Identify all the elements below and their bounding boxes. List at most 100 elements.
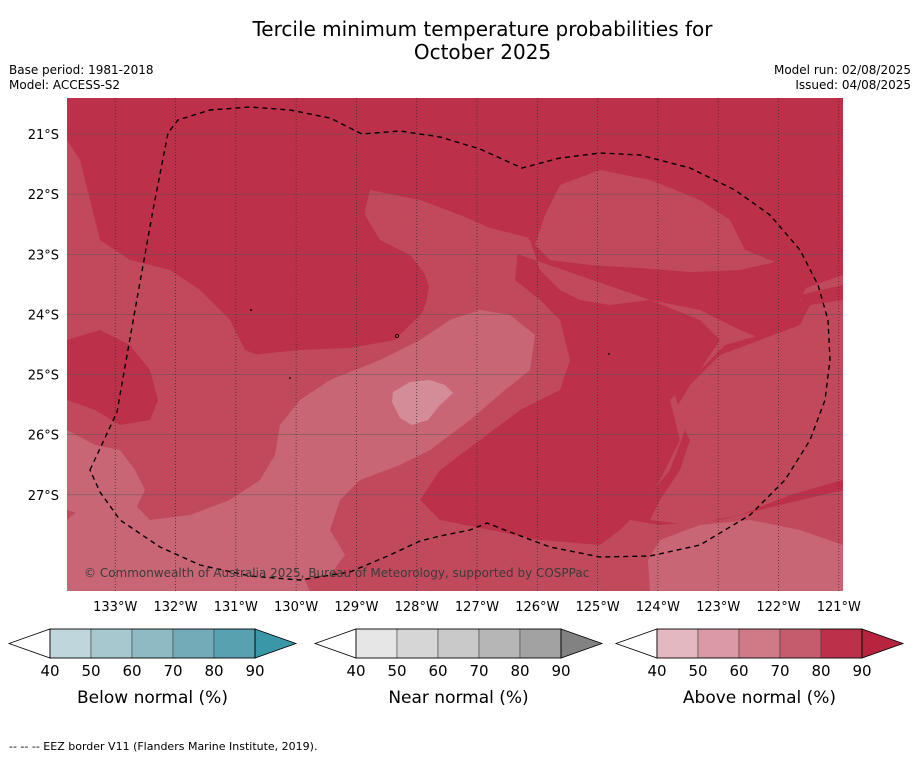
colorbar-tick-label: 50: [387, 662, 406, 680]
colorbar-segment: [738, 628, 781, 659]
colorbar-tick-label: 40: [346, 662, 365, 680]
colorbar-over-triangle: [560, 628, 604, 659]
colorbar-tick-label: 90: [245, 662, 264, 680]
island-marker: [394, 333, 399, 338]
model-run-date: Model run: 02/08/2025: [773, 63, 911, 77]
colorbar-tick-label: 70: [770, 662, 789, 680]
colorbar-segment: [90, 628, 133, 659]
field-80-90-main: [67, 98, 843, 360]
run-info: Model run: 02/08/2025 Issued: 04/08/2025: [774, 63, 911, 93]
longitude-tick-label: 132°W: [153, 600, 197, 615]
map-title: Tercile minimum temperature probabilitie…: [0, 18, 919, 64]
colorbar-tick-label: 60: [428, 662, 447, 680]
field-70-80-east: [650, 300, 843, 525]
colorbar-tick-label: 90: [852, 662, 871, 680]
colorbar-tick-label: 80: [811, 662, 830, 680]
field-60-70-southwest: [67, 500, 310, 591]
field-60-70-west: [67, 430, 145, 520]
island-marker: [250, 309, 252, 311]
latitude-tick-label: 23°S: [28, 248, 59, 263]
longitude-tick-label: 125°W: [576, 600, 620, 615]
colorbar-tick-label: 60: [122, 662, 141, 680]
latitude-tick-label: 24°S: [28, 308, 59, 323]
colorbar-tick-label: 50: [81, 662, 100, 680]
footnote: -- -- -- EEZ border V11 (Flanders Marine…: [9, 740, 318, 753]
field-80-90-west: [67, 330, 158, 425]
colorbar-tick-label: 40: [40, 662, 59, 680]
base-period: Base period: 1981-2018: [9, 63, 154, 77]
title-line-2: October 2025: [413, 40, 552, 64]
colorbar-segment: [656, 628, 699, 659]
issued-date: Issued: 04/08/2025: [795, 78, 911, 92]
field-50-60-patch: [392, 380, 453, 425]
longitude-tick-label: 129°W: [334, 600, 378, 615]
longitude-tick-label: 124°W: [636, 600, 680, 615]
colorbar-tick-label: 80: [510, 662, 529, 680]
longitude-tick-label: 128°W: [395, 600, 439, 615]
latitude-tick-label: 21°S: [28, 128, 59, 143]
colorbar-frame: [355, 628, 562, 659]
longitude-labels: 133°W 132°W 131°W 130°W 129°W 128°W 127°W 126°W…: [93, 600, 861, 615]
colorbar-title: Near normal (%): [388, 688, 528, 708]
latitude-tick-label: 27°S: [28, 489, 59, 504]
colorbar-tick-label: 90: [551, 662, 570, 680]
colorbar-above-normal: 40 50 60 70 80 90 Above normal (%): [614, 628, 905, 708]
colorbar-segment: [519, 628, 562, 659]
colorbar-over-triangle: [254, 628, 298, 659]
colorbar-segment: [49, 628, 92, 659]
probability-field: [67, 98, 843, 591]
colorbar-segment: [478, 628, 521, 659]
colorbar-under-triangle: [614, 628, 658, 659]
colorbar-title: Above normal (%): [683, 688, 836, 708]
field-70-80-northeast: [535, 170, 775, 272]
colorbar-tick-label: 70: [469, 662, 488, 680]
islands: [250, 309, 610, 379]
colorbar-under-triangle: [313, 628, 357, 659]
colorbar-near-normal: 40 50 60 70 80 90 Near normal (%): [313, 628, 604, 708]
colorbar-tick-label: 80: [204, 662, 223, 680]
colorbar-tick-label: 60: [729, 662, 748, 680]
colorbar-frame: [656, 628, 863, 659]
latitude-tick-label: 25°S: [28, 369, 59, 384]
colorbar-segment: [131, 628, 174, 659]
model-info: Base period: 1981-2018 Model: ACCESS-S2: [9, 63, 154, 93]
colorbar-segment: [396, 628, 439, 659]
field-60-70-central: [67, 310, 535, 591]
field-60-70-southeast: [648, 520, 843, 591]
colorbar-segment: [437, 628, 480, 659]
colorbar-under-triangle: [7, 628, 51, 659]
graticule: [67, 98, 843, 591]
colorbar-below-normal: 40 50 60 70 80 90 Below normal (%): [7, 628, 298, 708]
colorbar-segment: [779, 628, 822, 659]
colorbar-tick-label: 50: [688, 662, 707, 680]
colorbar-segment: [820, 628, 863, 659]
copyright-credit: © Commonwealth of Australia 2025, Bureau…: [84, 566, 589, 580]
colorbar-segment: [213, 628, 256, 659]
colorbar-segment: [172, 628, 215, 659]
colorbar-tick-label: 70: [163, 662, 182, 680]
latitude-tick-label: 26°S: [28, 429, 59, 444]
island-marker: [289, 377, 291, 379]
colorbar-over-triangle: [861, 628, 905, 659]
probability-map: 21°S22°S23°S24°S25°S26°S27°S 133°W 132°W 1…: [7, 98, 905, 708]
colorbar-frame: [49, 628, 256, 659]
longitude-tick-label: 133°W: [93, 600, 137, 615]
colorbar-title: Below normal (%): [77, 688, 228, 708]
eez-border: [89, 106, 831, 581]
colorbars: 40 50 60 70 80 90 Below normal (%) 40 50 60 70 80 90…: [7, 628, 905, 708]
latitude-labels: 21°S 22°S 23°S 24°S 25°S 26°S 27°S: [28, 128, 59, 504]
longitude-tick-label: 130°W: [274, 600, 318, 615]
longitude-tick-label: 131°W: [214, 600, 258, 615]
colorbar-segment: [355, 628, 398, 659]
colorbar-segment: [697, 628, 740, 659]
longitude-tick-label: 126°W: [515, 600, 559, 615]
colorbar-tick-label: 40: [647, 662, 666, 680]
island-marker: [608, 353, 610, 355]
longitude-tick-label: 127°W: [455, 600, 499, 615]
longitude-tick-label: 121°W: [817, 600, 861, 615]
model-name: Model: ACCESS-S2: [9, 78, 121, 92]
latitude-tick-label: 22°S: [28, 188, 59, 203]
longitude-tick-label: 122°W: [756, 600, 800, 615]
longitude-tick-label: 123°W: [696, 600, 740, 615]
title-line-1: Tercile minimum temperature probabilitie…: [252, 17, 713, 41]
